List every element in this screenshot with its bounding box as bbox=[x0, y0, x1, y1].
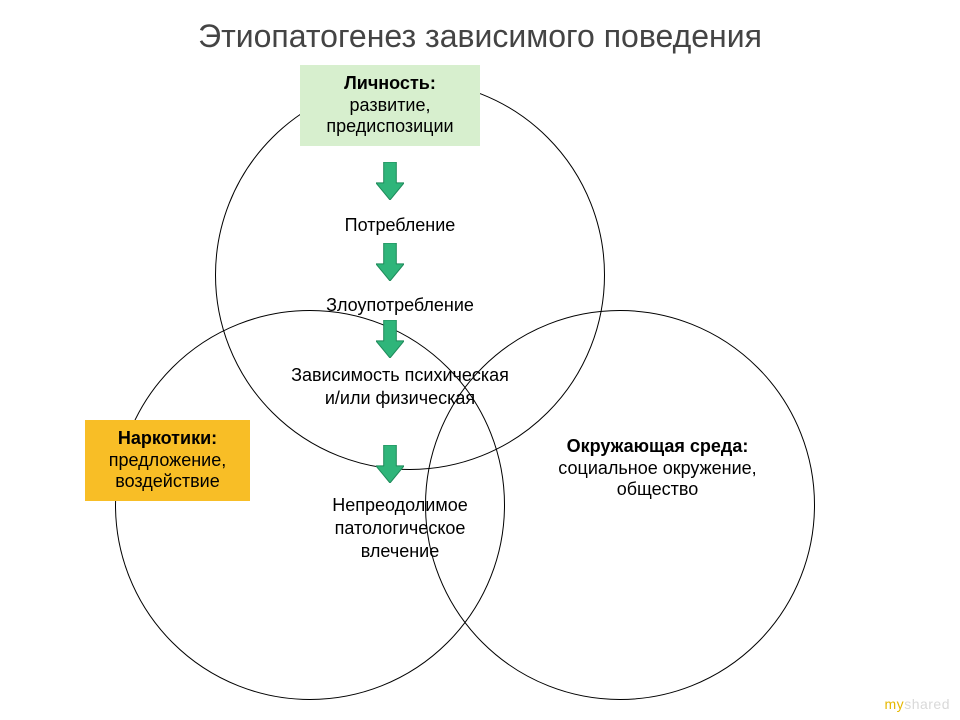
label-environment-bold: Окружающая среда: bbox=[567, 436, 749, 456]
stage-4c: влечение bbox=[250, 541, 550, 562]
label-environment: Окружающая среда: социальное окружение, … bbox=[540, 428, 775, 509]
label-drugs-rest: предложение, воздействие bbox=[109, 450, 226, 492]
label-personality-bold: Личность: bbox=[344, 73, 436, 93]
arrow-down-icon bbox=[376, 243, 404, 281]
arrow-down-icon bbox=[376, 162, 404, 200]
watermark: myshared bbox=[885, 696, 950, 712]
label-environment-rest: социальное окружение, общество bbox=[558, 458, 756, 500]
arrow-down-icon bbox=[376, 445, 404, 483]
arrow-down-icon bbox=[376, 320, 404, 358]
stage-3a: Зависимость психическая bbox=[250, 365, 550, 386]
label-drugs: Наркотики: предложение, воздействие bbox=[85, 420, 250, 501]
stage-4b: патологическое bbox=[250, 518, 550, 539]
watermark-my: my bbox=[885, 696, 905, 712]
stage-2: Злоупотребление bbox=[285, 295, 515, 316]
page-title: Этиопатогенез зависимого поведения bbox=[0, 18, 960, 55]
label-drugs-bold: Наркотики: bbox=[118, 428, 217, 448]
label-personality-rest: развитие, предиспозиции bbox=[326, 95, 453, 137]
stage-1: Потребление bbox=[300, 215, 500, 236]
label-personality: Личность: развитие, предиспозиции bbox=[300, 65, 480, 146]
stage-3b: и/или физическая bbox=[250, 388, 550, 409]
watermark-shared: shared bbox=[904, 696, 950, 712]
stage-4a: Непреодолимое bbox=[250, 495, 550, 516]
